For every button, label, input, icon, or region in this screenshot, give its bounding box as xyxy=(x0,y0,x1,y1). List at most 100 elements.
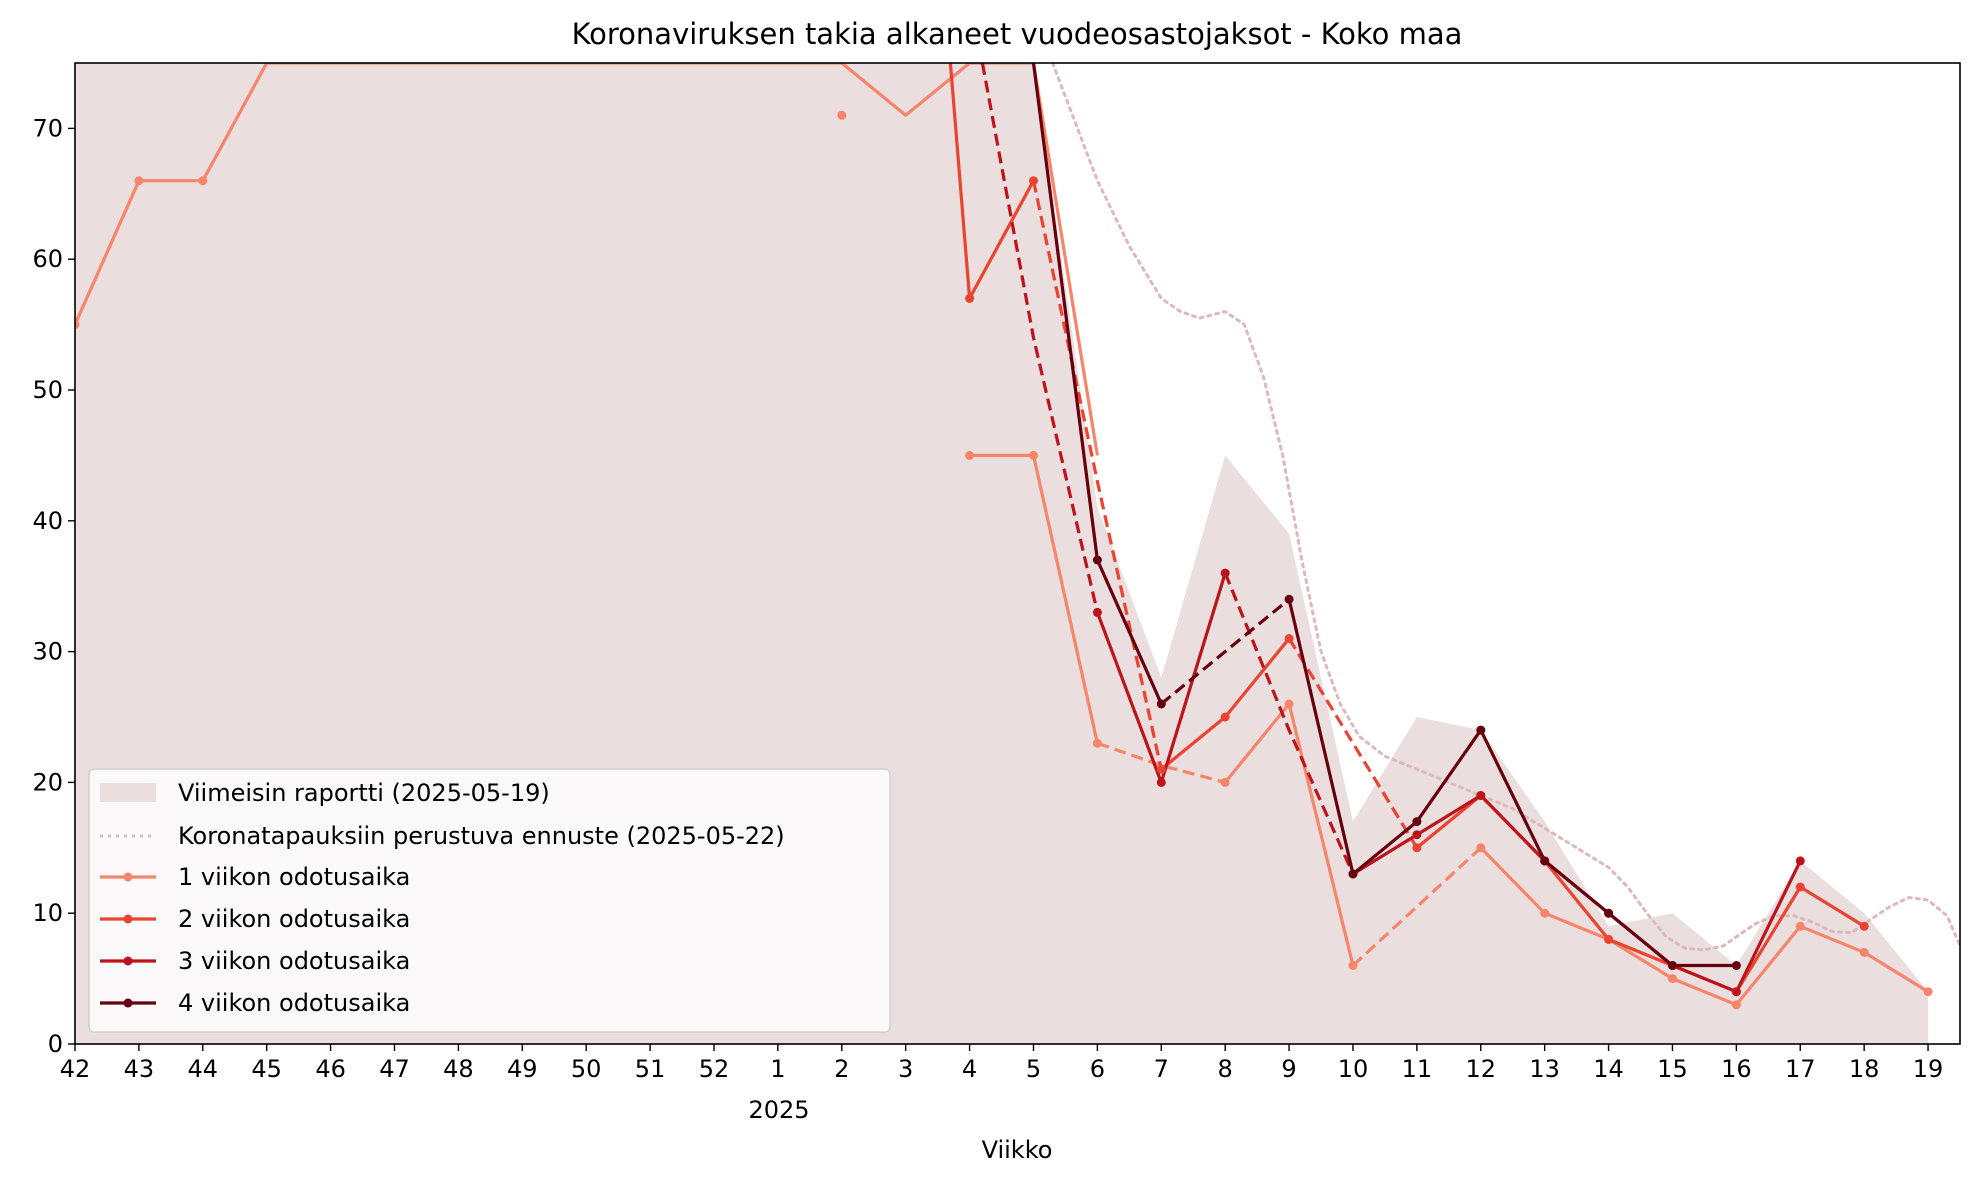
series-3-point xyxy=(1156,777,1166,787)
series-1-point xyxy=(1859,947,1869,957)
series-3-point xyxy=(1092,607,1102,617)
x-tick-label: 10 xyxy=(1338,1055,1369,1083)
x-tick-label: 8 xyxy=(1218,1055,1233,1083)
x-tick-label: 6 xyxy=(1090,1055,1105,1083)
series-1-segment-1 xyxy=(75,63,1099,456)
series-1-point xyxy=(965,450,975,460)
series-1-point xyxy=(1348,961,1358,970)
series-4-point xyxy=(1731,961,1741,970)
series-4-point xyxy=(1156,699,1166,709)
x-tick-label: 12 xyxy=(1465,1055,1496,1083)
x-tick-label: 17 xyxy=(1785,1055,1816,1083)
series-1-point xyxy=(1092,738,1102,748)
x-tick-label: 9 xyxy=(1281,1055,1296,1083)
x-tick-label: 5 xyxy=(1026,1055,1041,1083)
series-2-segment-2 xyxy=(1031,180,1163,770)
legend-label-series-3: 3 viikon odotusaika xyxy=(178,947,410,975)
series-1-point xyxy=(1795,921,1805,931)
series-4-point xyxy=(1668,961,1677,970)
x-tick-label: 49 xyxy=(507,1055,538,1083)
x-tick-label: 15 xyxy=(1657,1055,1688,1083)
x-tick-label: 45 xyxy=(251,1055,282,1083)
series-1-point xyxy=(1220,777,1230,787)
series-2-point xyxy=(1859,921,1869,931)
series-2-point xyxy=(1412,843,1422,853)
x-tick-label: 51 xyxy=(635,1055,666,1083)
y-axis: 0 10 20 30 40 50 60 70 xyxy=(32,114,75,1058)
series-1-point xyxy=(1731,1000,1741,1010)
series-1-point xyxy=(75,320,80,330)
y-tick-label: 10 xyxy=(32,899,63,927)
series-3-segment-3 xyxy=(1223,572,1355,875)
series-2-point xyxy=(1604,934,1614,944)
y-tick-label: 40 xyxy=(32,507,63,535)
legend-marker-series-3 xyxy=(123,956,133,966)
series-1-point xyxy=(837,110,847,120)
series-layer xyxy=(75,63,1929,1007)
series-1-point xyxy=(134,176,144,186)
series-1-segment-3 xyxy=(1096,741,1226,784)
series-4-point xyxy=(1540,856,1550,866)
x-tick-label: 52 xyxy=(699,1055,730,1083)
legend-box xyxy=(88,768,891,1033)
x-tick-label: 16 xyxy=(1721,1055,1752,1083)
forecast-layer xyxy=(1051,63,1960,952)
series-1-segment-5 xyxy=(1351,846,1482,967)
series-2-point xyxy=(1156,764,1166,774)
legend-label-series-1: 1 viikon odotusaika xyxy=(178,863,410,891)
series-2-segment-4 xyxy=(1287,637,1419,849)
series-3-point xyxy=(1731,987,1741,997)
legend-marker-series-4 xyxy=(123,998,133,1008)
legend-label-series-4: 4 viikon odotusaika xyxy=(178,989,410,1017)
series-2-point xyxy=(1284,634,1294,643)
x-axis: 42 43 44 45 46 47 48 49 50 51 52 1 2 3 4 5 6 7 8 9 10 11 12 13 1… xyxy=(60,1044,1944,1083)
series-1-point xyxy=(1668,974,1677,984)
y-tick-label: 50 xyxy=(32,376,63,404)
y-tick-label: 0 xyxy=(48,1030,63,1058)
series-1-point xyxy=(1540,908,1550,918)
series-1-point xyxy=(1284,699,1294,709)
series-1-point xyxy=(1029,450,1038,460)
x-tick-label: 46 xyxy=(315,1055,346,1083)
x-tick-label: 42 xyxy=(60,1055,91,1083)
legend-label-series-2: 2 viikon odotusaika xyxy=(178,905,410,933)
x-tick-label: 1 xyxy=(770,1055,785,1083)
legend-label-report: Viimeisin raportti (2025-05-19) xyxy=(178,779,550,807)
series-4-point xyxy=(1604,908,1614,918)
series-1-point xyxy=(1923,987,1933,997)
series-3-segment-1 xyxy=(980,63,1099,613)
x-tick-label: 18 xyxy=(1849,1055,1880,1083)
x-tick-label: 2 xyxy=(834,1055,849,1083)
x-tick-label: 19 xyxy=(1913,1055,1944,1083)
series-3-point xyxy=(1412,830,1422,840)
series-3-point xyxy=(1795,856,1805,866)
x-tick-label: 50 xyxy=(571,1055,602,1083)
x-tick-label: 7 xyxy=(1154,1055,1169,1083)
series-1-point xyxy=(1476,843,1486,853)
x-tick-label: 3 xyxy=(898,1055,913,1083)
x-tick-label: 11 xyxy=(1402,1055,1433,1083)
legend-label-forecast: Koronatapauksiin perustuva ennuste (2025… xyxy=(178,822,785,850)
series-4-point xyxy=(1348,869,1358,879)
series-3-point xyxy=(1476,791,1486,800)
x-tick-label: 14 xyxy=(1593,1055,1624,1083)
x-tick-label: 48 xyxy=(443,1055,474,1083)
x-tick-label: 44 xyxy=(188,1055,219,1083)
x-tick-label: 4 xyxy=(962,1055,977,1083)
y-tick-label: 60 xyxy=(32,245,63,273)
forecast-line xyxy=(1051,63,1960,952)
x-year-label: 2025 xyxy=(748,1096,809,1124)
chart-title: Koronaviruksen takia alkaneet vuodeosast… xyxy=(572,17,1463,51)
series-4-point xyxy=(1092,555,1102,565)
x-tick-label: 47 xyxy=(379,1055,410,1083)
x-tick-label: 43 xyxy=(124,1055,155,1083)
series-4-segment-3 xyxy=(1287,598,1737,968)
series-3-point xyxy=(1220,568,1230,578)
series-4-segment-2 xyxy=(1160,598,1291,706)
series-4-point xyxy=(1476,725,1486,735)
x-axis-label: Viikko xyxy=(982,1136,1053,1164)
y-tick-label: 30 xyxy=(32,638,63,666)
series-4-point xyxy=(1284,594,1294,604)
legend-marker-series-1 xyxy=(123,872,133,882)
